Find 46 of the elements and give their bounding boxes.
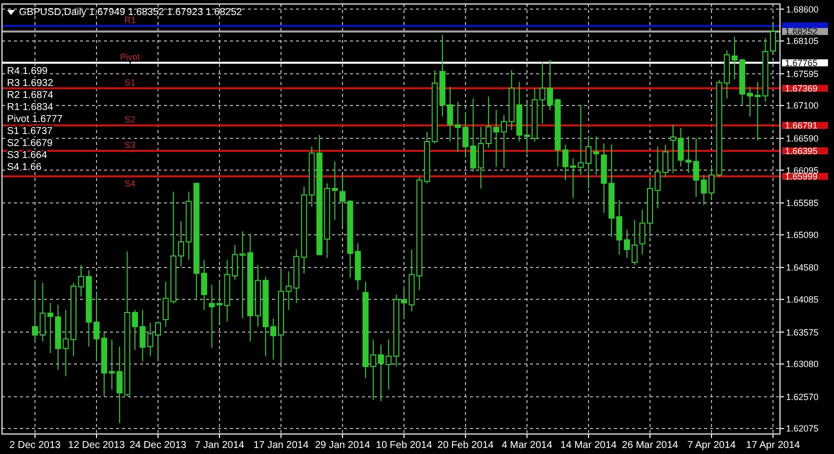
annotation: S4 [124, 178, 136, 188]
ref-line-label: 1.66791 [785, 120, 818, 131]
x-tick-label: 10 Feb 2014 [376, 440, 433, 451]
annotation: Pivot 1.6777 [7, 114, 64, 125]
y-tick-label: 1.62075 [786, 424, 819, 434]
x-tick-label: 20 Feb 2014 [437, 440, 494, 451]
y-tick-label: 1.63575 [786, 327, 819, 338]
annotation: S4 1.66 [7, 162, 42, 173]
ref-line-label: 1.68252 [785, 26, 818, 37]
y-tick-label: 1.66590 [786, 133, 819, 144]
x-tick-label: 24 Dec 2013 [130, 440, 187, 451]
y-tick-label: 1.65585 [786, 198, 819, 208]
x-tick-label: 4 Mar 2014 [502, 440, 553, 451]
x-tick-label: 26 Mar 2014 [622, 440, 679, 451]
annotation: R4 1.699 [7, 66, 48, 77]
annotation: R1 1.6834 [7, 102, 54, 113]
y-tick-label: 1.67100 [786, 100, 819, 111]
ref-line-label: 1.66395 [785, 146, 818, 156]
y-tick-label: 1.67595 [786, 68, 819, 79]
x-tick-label: 7 Apr 2014 [687, 440, 736, 451]
y-tick-label: 1.64085 [786, 294, 819, 304]
x-tick-label: 17 Jan 2014 [253, 440, 309, 451]
annotation: S2 1.6679 [7, 138, 54, 149]
ref-line-label: 1.67765 [785, 58, 818, 68]
annotation: R3 1.6932 [7, 78, 54, 89]
annotation: S3 1.664 [7, 150, 48, 161]
annotation: S2 [124, 114, 136, 124]
y-tick-label: 1.68600 [786, 4, 819, 14]
annotation: S1 [124, 77, 136, 88]
x-tick-label: 17 Apr 2014 [746, 440, 800, 451]
y-tick-label: 1.65090 [786, 230, 819, 240]
ref-line-label: 1.67369 [785, 83, 818, 94]
x-tick-label: 29 Jan 2014 [314, 440, 370, 451]
x-tick-label: 7 Jan 2014 [194, 440, 245, 451]
y-tick-label: 1.68105 [786, 36, 819, 46]
annotation: Pivot [120, 52, 140, 62]
y-tick-label: 1.64580 [786, 262, 819, 273]
x-tick-label: 2 Dec 2013 [9, 440, 62, 451]
y-tick-label: 1.63080 [786, 359, 819, 370]
annotation: R2 1.6874 [7, 90, 54, 101]
x-tick-label: 14 Mar 2014 [560, 440, 618, 451]
annotation: S1 1.6737 [7, 126, 54, 137]
y-tick-label: 1.62570 [786, 392, 819, 402]
annotation: S3 [124, 140, 136, 150]
price-tag: 1.68252 [782, 26, 828, 37]
x-tick-label: 12 Dec 2013 [68, 440, 126, 451]
